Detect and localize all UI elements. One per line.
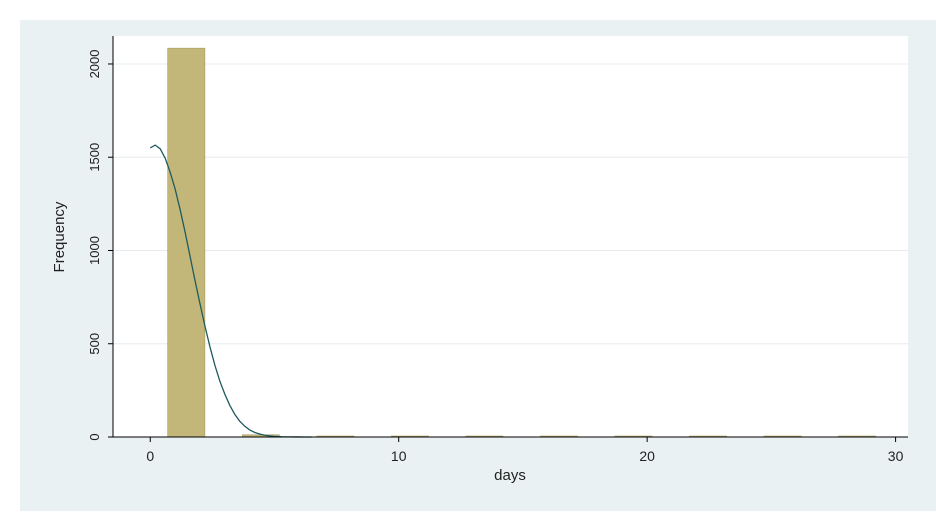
- y-tick-label-500: 500: [87, 333, 102, 355]
- x-tick-label-0: 0: [146, 448, 154, 464]
- y-axis-ticks: 0 500 1000 1500 2000: [87, 50, 113, 441]
- x-axis-ticks: 0 10 20 30: [146, 437, 904, 464]
- x-tick-label-20: 20: [639, 448, 655, 464]
- density-curve: [149, 144, 312, 438]
- plot-area-background: [113, 36, 908, 437]
- histogram-bar-0: [167, 47, 206, 438]
- x-tick-label-10: 10: [391, 448, 407, 464]
- x-axis-label: days: [494, 467, 526, 484]
- y-axis-label: Frequency: [51, 201, 68, 272]
- y-tick-label-1500: 1500: [87, 143, 102, 172]
- y-tick-label-0: 0: [87, 433, 102, 440]
- y-tick-label-1000: 1000: [87, 236, 102, 265]
- y-tick-label-2000: 2000: [87, 50, 102, 79]
- x-tick-label-30: 30: [888, 448, 904, 464]
- grid-lines: [113, 63, 908, 345]
- axes: [112, 36, 908, 438]
